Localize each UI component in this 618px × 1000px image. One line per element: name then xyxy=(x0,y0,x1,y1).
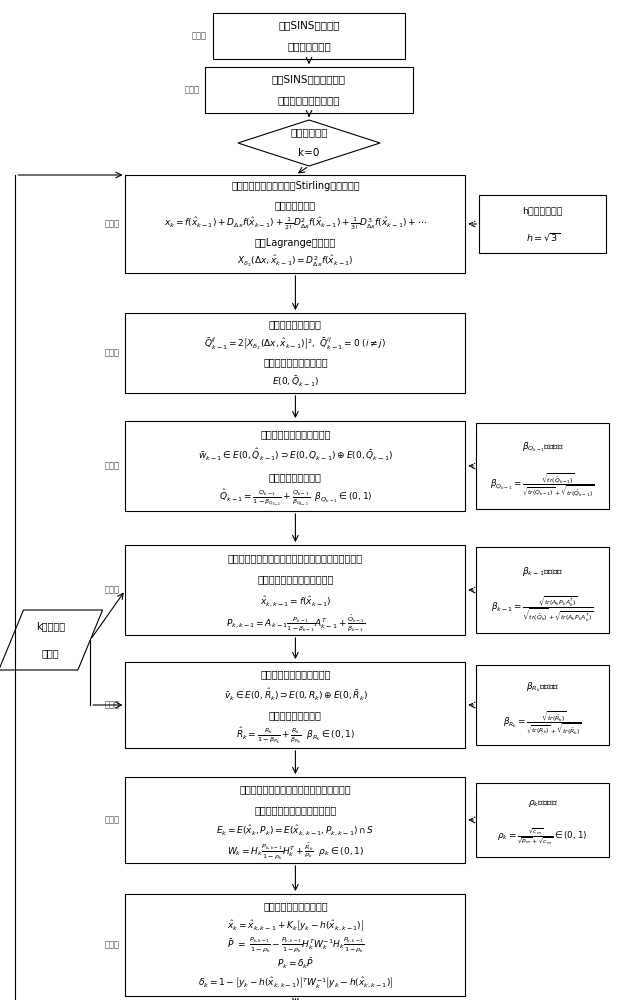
Text: 迭代计算开始: 迭代计算开始 xyxy=(290,128,328,138)
Text: h参数优化计算: h参数优化计算 xyxy=(522,206,563,215)
Text: 获得Lagrange余子区间: 获得Lagrange余子区间 xyxy=(255,238,336,248)
Text: 步骤五: 步骤五 xyxy=(104,462,119,471)
Text: $\rho_k = \frac{\sqrt{c_m}}{\sqrt{p_m}+\sqrt{c_m}} \in (0,1)$: $\rho_k = \frac{\sqrt{c_m}}{\sqrt{p_m}+\… xyxy=(497,826,588,847)
Text: 计算线性化误差边界: 计算线性化误差边界 xyxy=(269,319,322,329)
Text: 建立SINS系统误差: 建立SINS系统误差 xyxy=(278,21,340,31)
Text: 计算预测状态变量的椭球边界，完成线性化预测椭球: 计算预测状态变量的椭球边界，完成线性化预测椭球 xyxy=(228,553,363,563)
Text: $\hat{R}_k = \frac{R_k}{1-\beta_{R_k}} + \frac{R_k}{\beta_{R_k}}\ \ \beta_{R_k} : $\hat{R}_k = \frac{R_k}{1-\beta_{R_k}} +… xyxy=(235,725,355,746)
Text: 步骤六: 步骤六 xyxy=(104,700,119,710)
FancyBboxPatch shape xyxy=(213,13,405,59)
Text: 测数据: 测数据 xyxy=(42,649,59,659)
Text: 步骤四: 步骤四 xyxy=(104,349,119,358)
Text: $\beta_{R_k}$优化计算: $\beta_{R_k}$优化计算 xyxy=(526,681,559,694)
FancyBboxPatch shape xyxy=(125,313,465,393)
FancyBboxPatch shape xyxy=(205,67,413,113)
FancyBboxPatch shape xyxy=(476,783,609,857)
Text: $h = \sqrt{3}$: $h = \sqrt{3}$ xyxy=(525,231,560,243)
Polygon shape xyxy=(238,120,380,166)
Text: $\beta_{Q_{k-1}}$优化计算: $\beta_{Q_{k-1}}$优化计算 xyxy=(522,440,564,454)
Text: 两个椭球的直和计算: 两个椭球的直和计算 xyxy=(269,710,322,720)
Text: 步骤三: 步骤三 xyxy=(104,220,119,229)
Text: 系统非线性误差方程实施Stirling插值多项式: 系统非线性误差方程实施Stirling插值多项式 xyxy=(231,181,360,191)
FancyBboxPatch shape xyxy=(476,665,609,745)
Text: $\hat{x}_k = \hat{x}_{k,k-1} + K_k\left[y_k - h(\hat{x}_{k,k-1})\right]$: $\hat{x}_k = \hat{x}_{k,k-1} + K_k\left[… xyxy=(227,918,364,933)
Text: $\rho_k$优化计算: $\rho_k$优化计算 xyxy=(528,798,557,809)
Text: $P_{k,k-1} = A_{k-1}\frac{P_{k-1}}{1-\beta_{k-1}}A_{k-1}^T + \frac{\hat{Q}_{k-1}: $P_{k,k-1} = A_{k-1}\frac{P_{k-1}}{1-\be… xyxy=(226,612,365,633)
Text: $\delta_k = 1 - \left[y_k - h(\hat{x}_{k,k-1})\right]^T W_k^{-1}\left[y_k - h(\h: $\delta_k = 1 - \left[y_k - h(\hat{x}_{k… xyxy=(198,976,393,991)
Text: $x_k = f(\hat{x}_{k-1}) + D_{\Delta x}f(\hat{x}_{k-1}) + \frac{1}{2!}D_{\Delta x: $x_k = f(\hat{x}_{k-1}) + D_{\Delta x}f(… xyxy=(164,216,427,232)
FancyBboxPatch shape xyxy=(125,662,465,748)
Text: $\hat{Q}_{k-1} = \frac{Q_{k-1}}{1-\beta_{Q_{k-1}}} + \frac{Q_{k-1}}{\beta_{Q_{k-: $\hat{Q}_{k-1} = \frac{Q_{k-1}}{1-\beta_… xyxy=(219,488,372,508)
Text: 椭球和观测集合的直和交集计算: 椭球和观测集合的直和交集计算 xyxy=(254,805,337,815)
Text: 线性化处理操作: 线性化处理操作 xyxy=(275,200,316,210)
Text: 向量分量的不确定区间: 向量分量的不确定区间 xyxy=(277,95,341,105)
FancyBboxPatch shape xyxy=(125,894,465,996)
Text: 方程和观测方程: 方程和观测方程 xyxy=(287,41,331,51)
Text: 两个椭球的直和计算: 两个椭球的直和计算 xyxy=(269,472,322,482)
Text: 计算虚拟过称噪声误差椭球: 计算虚拟过称噪声误差椭球 xyxy=(260,429,331,439)
Text: $\beta_{R_k} = \frac{\sqrt{tr(\bar{R}_k)}}{\sqrt{tr(R_k)}+\sqrt{tr(\bar{R}_k)}}$: $\beta_{R_k} = \frac{\sqrt{tr(\bar{R}_k)… xyxy=(503,709,582,737)
Text: 建立SINS系统初始状态: 建立SINS系统初始状态 xyxy=(272,75,346,85)
Text: $\beta_{k-1} = \frac{\sqrt{tr(A_k P_k A_k^T)}}{\sqrt{tr(\hat{Q}_k)}+\sqrt{tr(A_k: $\beta_{k-1} = \frac{\sqrt{tr(A_k P_k A_… xyxy=(491,594,594,623)
FancyBboxPatch shape xyxy=(125,421,465,511)
Text: 获得线性化误差外包椭球: 获得线性化误差外包椭球 xyxy=(263,358,328,368)
Text: $\bar{Q}_{k-1}^{ij} = 2\left[X_{\delta_2}(\Delta x, \hat{x}_{k-1})\right]^2,\ \b: $\bar{Q}_{k-1}^{ij} = 2\left[X_{\delta_2… xyxy=(205,335,386,352)
Text: 计算更新状态参数椭球边界，完成预测状态: 计算更新状态参数椭球边界，完成预测状态 xyxy=(240,784,351,794)
Text: $E(0, \bar{Q}_{k-1})$: $E(0, \bar{Q}_{k-1})$ xyxy=(272,374,319,389)
Text: 步骤六: 步骤六 xyxy=(104,585,119,594)
Text: $X_{\delta_2}(\Delta x, \hat{x}_{k-1}) = D_{\Delta x}^2 f(\hat{x}_{k-1})$: $X_{\delta_2}(\Delta x, \hat{x}_{k-1}) =… xyxy=(237,254,353,269)
Text: k=0: k=0 xyxy=(298,148,320,158)
Text: 步骤一: 步骤一 xyxy=(192,31,207,40)
Text: $\bar{P}\ =\ \frac{P_{k,k-1}}{1-\rho_k} - \frac{P_{k,k-1}}{1-\rho_k}H_k^T W_k^{-: $\bar{P}\ =\ \frac{P_{k,k-1}}{1-\rho_k} … xyxy=(227,936,364,954)
Text: $\beta_{k-1}$优化计算: $\beta_{k-1}$优化计算 xyxy=(522,565,564,578)
Text: 计算虚拟观测噪声误差椭球: 计算虚拟观测噪声误差椭球 xyxy=(260,669,331,679)
Text: $E_k = E(\hat{x}_{k}, P_k) = E(\hat{x}_{k,k-1}, P_{k,k-1}) \cap S$: $E_k = E(\hat{x}_{k}, P_k) = E(\hat{x}_{… xyxy=(216,823,375,837)
Text: 步骤八: 步骤八 xyxy=(104,940,119,950)
FancyBboxPatch shape xyxy=(125,175,465,273)
Text: $P_k = \delta_k \bar{P}$: $P_k = \delta_k \bar{P}$ xyxy=(277,957,314,971)
FancyBboxPatch shape xyxy=(476,423,609,509)
FancyBboxPatch shape xyxy=(480,195,606,253)
Text: 系统状态向量的估计计算: 系统状态向量的估计计算 xyxy=(263,902,328,912)
Text: 和虚拟过程噪声椭球直和运算: 和虚拟过程噪声椭球直和运算 xyxy=(257,574,334,584)
Text: 步骤七: 步骤七 xyxy=(104,816,119,824)
Text: $\beta_{Q_{k-1}} = \frac{\sqrt{tr(\bar{Q}_{k-1})}}{\sqrt{tr(Q_{k-1})}+\sqrt{tr(\: $\beta_{Q_{k-1}} = \frac{\sqrt{tr(\bar{Q… xyxy=(491,471,595,499)
Text: k时刻的观: k时刻的观 xyxy=(36,621,66,631)
Text: $W_k = H_k\frac{P_{k,k-1}}{1-\rho_k}H_k^T + \frac{\hat{R}_k}{\rho_k}\ \ \rho_k \: $W_k = H_k\frac{P_{k,k-1}}{1-\rho_k}H_k^… xyxy=(227,840,364,861)
FancyBboxPatch shape xyxy=(125,777,465,863)
Text: $\hat{x}_{k,k-1} = f(\hat{x}_{k-1})$: $\hat{x}_{k,k-1} = f(\hat{x}_{k-1})$ xyxy=(260,594,331,608)
FancyBboxPatch shape xyxy=(476,547,609,633)
Text: $\bar{w}_{k-1} \in E(0, \hat{Q}_{k-1}) \supset E(0, Q_{k-1}) \oplus E(0, \bar{Q}: $\bar{w}_{k-1} \in E(0, \hat{Q}_{k-1}) \… xyxy=(198,447,393,463)
FancyBboxPatch shape xyxy=(125,545,465,635)
Text: 步骤二: 步骤二 xyxy=(184,86,199,95)
Polygon shape xyxy=(0,610,103,670)
Text: $\bar{v}_k \in E(0, \hat{R}_k) \supset E(0, R_k) \oplus E(0, \bar{R}_k)$: $\bar{v}_k \in E(0, \hat{R}_k) \supset E… xyxy=(224,687,367,703)
